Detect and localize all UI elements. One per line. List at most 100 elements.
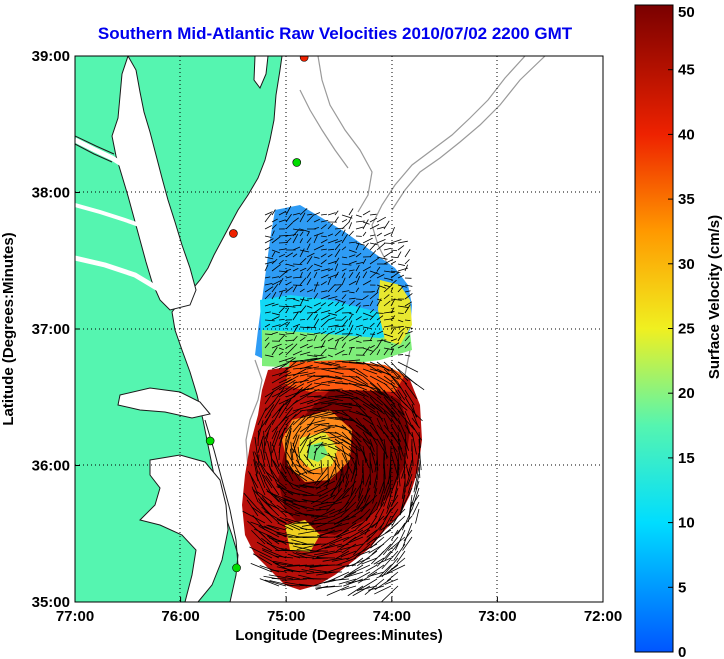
velocity-vector xyxy=(407,459,413,475)
albemarle-sound xyxy=(117,387,211,419)
velocity-vector xyxy=(320,416,343,419)
velocity-vector xyxy=(349,536,364,544)
velocity-vector xyxy=(350,473,357,497)
velocity-vector xyxy=(299,412,315,426)
velocity-vector xyxy=(313,302,322,307)
velocity-vector xyxy=(313,447,317,461)
velocity-vector xyxy=(285,425,292,440)
velocity-vector xyxy=(357,487,364,501)
velocity-vector xyxy=(344,564,364,578)
velocity-vector xyxy=(334,459,337,481)
velocity-vector xyxy=(306,231,310,237)
velocity-vector xyxy=(309,568,329,573)
velocity-vector xyxy=(369,322,375,328)
velocity-vector xyxy=(369,438,375,452)
velocity-vector xyxy=(291,539,308,545)
velocity-vector xyxy=(397,466,401,487)
velocity-vector xyxy=(254,437,259,461)
velocity-vector xyxy=(341,246,347,251)
velocity-vector xyxy=(292,246,301,251)
velocity-vector xyxy=(369,311,378,321)
velocity-vector xyxy=(264,235,272,238)
velocity-vector xyxy=(344,487,357,508)
velocity-vector xyxy=(285,321,290,328)
velocity-vector xyxy=(397,438,404,457)
velocity-vector xyxy=(299,208,308,216)
velocity-vector xyxy=(278,485,287,496)
velocity-vector xyxy=(355,214,362,218)
velocity-vector xyxy=(404,301,413,307)
velocity-vector xyxy=(286,575,301,580)
velocity-vector xyxy=(327,312,338,316)
velocity-vector xyxy=(285,430,292,454)
velocity-vector xyxy=(372,487,378,504)
velocity-vector xyxy=(348,254,356,258)
velocity-vector xyxy=(391,529,399,541)
velocity-vector xyxy=(401,508,413,531)
velocity-vector xyxy=(383,389,396,408)
velocity-vector xyxy=(268,574,294,580)
velocity-vector xyxy=(355,340,362,343)
velocity-vector xyxy=(354,501,364,512)
velocity-vector xyxy=(397,445,402,461)
velocity-vector xyxy=(397,389,406,401)
velocity-vector xyxy=(271,312,281,316)
velocity-vector xyxy=(285,205,292,216)
velocity-vector xyxy=(320,441,343,447)
velocity-vector xyxy=(299,297,305,307)
velocity-vector xyxy=(285,399,298,412)
velocity-vector xyxy=(390,249,398,252)
y-axis-label: Latitude (Degrees:Minutes) xyxy=(0,232,17,425)
velocity-vector xyxy=(397,361,419,373)
velocity-vector xyxy=(341,342,346,349)
velocity-vector xyxy=(366,536,378,545)
velocity-vector xyxy=(292,323,301,328)
velocity-vector xyxy=(403,487,413,504)
velocity-vector xyxy=(317,529,343,537)
velocity-vector xyxy=(336,543,350,548)
velocity-vector xyxy=(376,410,384,422)
velocity-vector xyxy=(383,247,392,251)
velocity-vector xyxy=(341,438,361,452)
velocity-vector xyxy=(299,267,307,272)
velocity-vector xyxy=(348,389,366,397)
colorbar-label: Surface Velocity (cm/s) xyxy=(706,215,723,379)
velocity-vector xyxy=(264,260,276,265)
velocity-vector xyxy=(340,543,364,551)
velocity-vector xyxy=(250,562,273,573)
velocity-vector xyxy=(271,224,277,230)
velocity-vector xyxy=(351,515,364,524)
velocity-vector xyxy=(399,494,406,515)
velocity-vector xyxy=(390,287,394,293)
velocity-vector xyxy=(320,309,331,314)
velocity-vector xyxy=(292,487,315,496)
colorbar-gradient xyxy=(634,4,674,653)
velocity-vector xyxy=(292,403,318,412)
velocity-vector xyxy=(299,484,315,489)
velocity-vector xyxy=(390,438,399,462)
velocity-vector xyxy=(334,243,341,251)
velocity-vector xyxy=(326,585,350,596)
velocity-vector xyxy=(271,276,280,279)
velocity-vector xyxy=(350,466,357,482)
velocity-vector xyxy=(313,244,325,251)
velocity-vector xyxy=(404,342,411,349)
velocity-vector xyxy=(334,298,345,303)
velocity-vector xyxy=(341,368,355,370)
velocity-vector xyxy=(327,409,351,412)
velocity-vector xyxy=(327,445,341,452)
velocity-vector xyxy=(320,585,343,589)
velocity-vector xyxy=(258,501,273,517)
velocity-vector xyxy=(401,480,406,499)
velocity-vector xyxy=(320,536,336,538)
colorbar-tick-label: 50 xyxy=(678,4,695,21)
velocity-vector xyxy=(327,431,350,445)
velocity-vector xyxy=(271,324,281,328)
velocity-vector xyxy=(327,248,335,251)
velocity-vector xyxy=(407,473,413,487)
velocity-vector xyxy=(334,263,339,272)
velocity-vector xyxy=(331,557,350,562)
velocity-vector xyxy=(334,339,339,349)
velocity-vector xyxy=(341,263,352,266)
velocity-vector xyxy=(306,396,326,405)
